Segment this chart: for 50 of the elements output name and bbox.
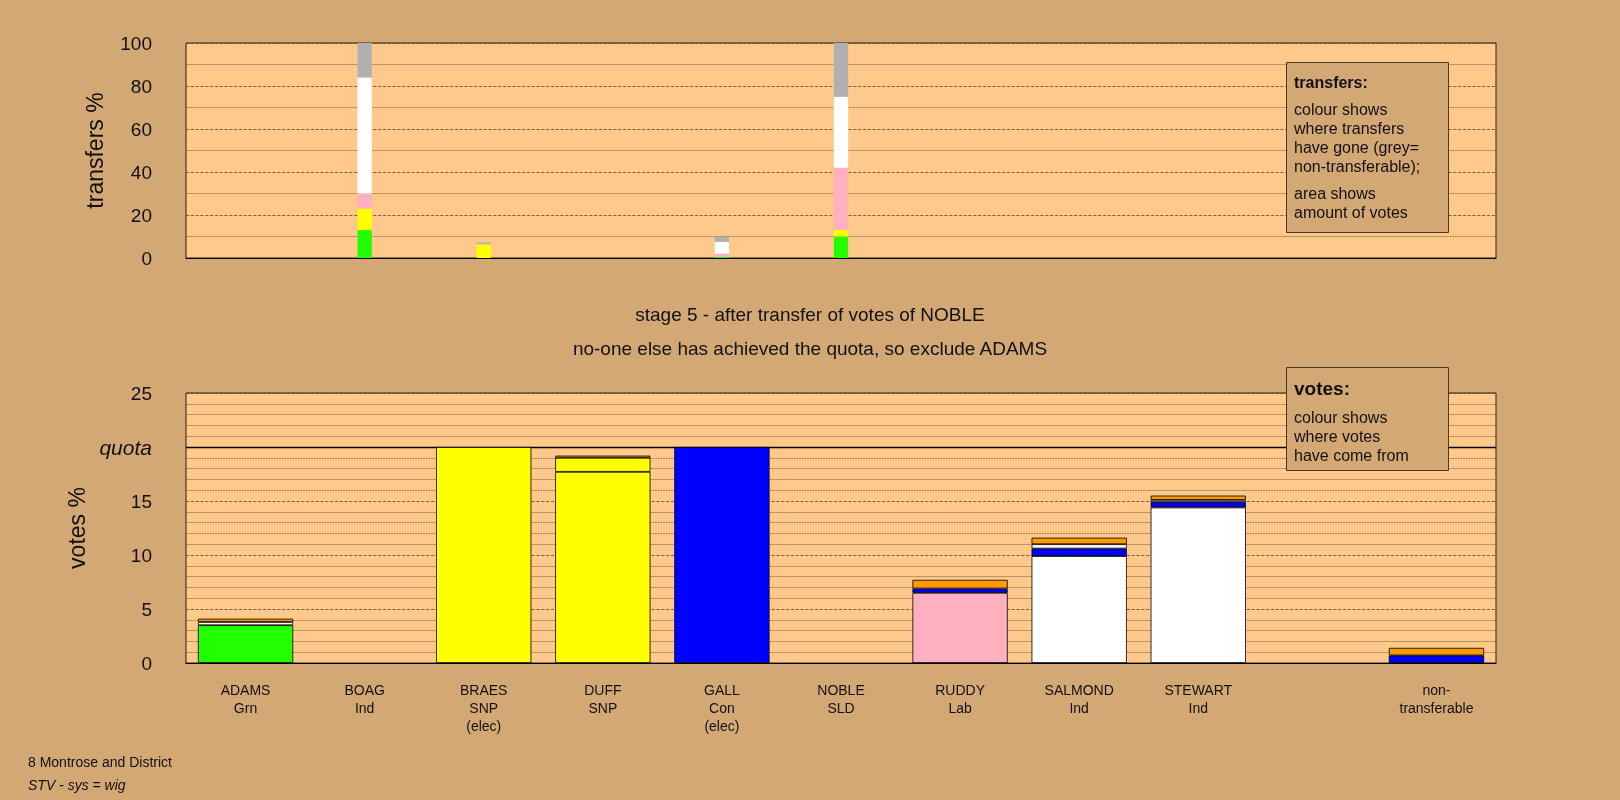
bar	[833, 230, 849, 237]
bar	[357, 230, 372, 258]
bar	[833, 43, 849, 97]
bar	[357, 77, 372, 194]
bar	[833, 167, 849, 231]
y-tick-label: 25	[130, 382, 152, 404]
x-tick-label: non- transferable	[1399, 682, 1474, 716]
bar	[1150, 495, 1246, 500]
x-tick-label: GALL Con (elec)	[704, 682, 741, 734]
bar	[197, 618, 294, 622]
bar	[714, 241, 730, 254]
annotation: votes:	[1294, 378, 1350, 399]
bar	[357, 193, 372, 209]
chart-subtitle: no-one else has achieved the quota, so exclude ADAMS	[572, 338, 1048, 359]
x-tick-label: BOAG Ind	[344, 682, 385, 716]
y-tick-label: 80	[130, 75, 152, 97]
x-tick-label: ADAMS Grn	[220, 682, 271, 716]
y-axis-title: transfers %	[81, 92, 108, 209]
text: 8 Montrose and District	[28, 754, 173, 770]
chart-title: stage 5 - after transfer of votes of NOBLE	[635, 304, 985, 325]
y-tick-label: 100	[120, 32, 152, 54]
y-tick-label: 15	[130, 490, 152, 512]
bar	[476, 244, 491, 258]
y-tick-label: 60	[130, 118, 152, 140]
x-tick-label: RUDDY Lab	[935, 682, 986, 716]
bar	[1031, 537, 1127, 545]
bar	[912, 579, 1008, 589]
x-tick-label: SALMOND Ind	[1044, 682, 1114, 716]
y-tick-label: 20	[130, 204, 152, 226]
bar	[357, 208, 372, 231]
x-tick-label: NOBLE SLD	[817, 682, 865, 716]
annotation: area shows amount of votes	[1294, 185, 1408, 221]
x-tick-label: BRAES SNP (elec)	[459, 682, 508, 734]
bar	[714, 236, 730, 242]
y-tick-label: quota	[99, 435, 152, 459]
y-axis-title: votes %	[64, 487, 91, 569]
y-tick-label: 10	[130, 544, 152, 566]
y-tick-label: 40	[130, 161, 152, 183]
y-tick-label: 5	[141, 598, 152, 620]
annotation: colour shows where transfers have gone (grey= non-transferable);	[1293, 101, 1421, 175]
annotation: transfers:	[1294, 73, 1368, 91]
y-tick-label: 0	[141, 247, 152, 269]
bar	[357, 43, 372, 78]
x-tick-label: STEWART Ind	[1164, 682, 1233, 716]
annotation: colour shows where votes have come from	[1293, 409, 1409, 464]
text: STV - sys = wig	[28, 777, 126, 793]
bar	[833, 236, 849, 258]
bar	[833, 96, 849, 168]
y-tick-label: 0	[141, 652, 152, 674]
x-tick-label: DUFF SNP	[584, 682, 622, 716]
